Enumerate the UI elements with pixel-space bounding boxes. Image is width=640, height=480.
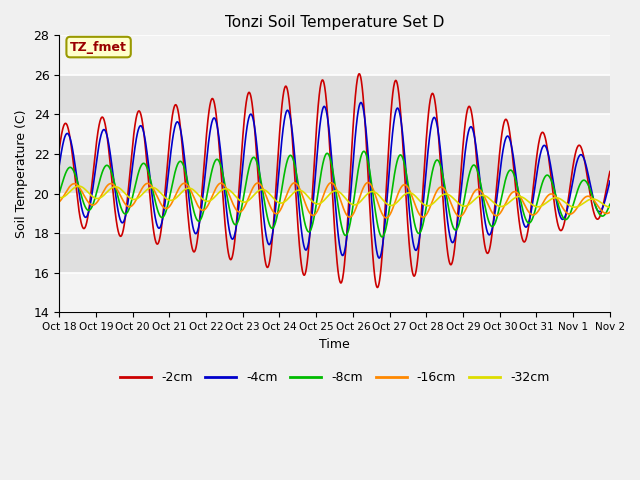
-4cm [490,220,497,226]
-2cm [490,218,497,224]
-16cm [382,215,390,221]
-16cm [606,209,614,215]
Legend: -2cm, -4cm, -8cm, -16cm, -32cm: -2cm, -4cm, -8cm, -16cm, -32cm [115,366,554,389]
-8cm [55,191,63,196]
-4cm [323,111,331,117]
-8cm [490,223,497,229]
-2cm [591,212,598,217]
-4cm [55,163,63,169]
-4cm [606,178,614,184]
-32cm [323,194,331,200]
-4cm [83,213,91,218]
-2cm [374,285,381,290]
-4cm [308,208,316,214]
-2cm [308,192,316,197]
Bar [59,75,610,115]
-8cm [323,150,331,156]
-2cm [590,211,598,217]
-32cm [590,196,598,202]
-16cm [55,199,63,205]
-4cm [590,199,598,205]
-2cm [606,168,614,174]
-16cm [308,213,316,218]
-32cm [606,204,614,210]
-8cm [591,200,598,205]
-32cm [590,196,598,202]
Title: Tonzi Soil Temperature Set D: Tonzi Soil Temperature Set D [225,15,444,30]
Line: -16cm: -16cm [59,182,610,218]
-8cm [590,199,598,205]
-16cm [323,184,331,190]
Bar [59,36,610,75]
-2cm [323,105,331,111]
-32cm [489,199,497,205]
-2cm [83,217,91,223]
Line: -32cm: -32cm [59,186,610,207]
-4cm [376,255,383,261]
-16cm [591,198,598,204]
-32cm [55,194,63,200]
-8cm [308,222,316,228]
-8cm [83,207,91,213]
-16cm [590,198,598,204]
-32cm [309,199,317,204]
Line: -8cm: -8cm [59,151,610,237]
Bar [59,233,610,273]
Bar [59,154,610,193]
-8cm [378,234,386,240]
Bar [59,273,610,312]
-4cm [357,100,365,106]
Line: -2cm: -2cm [59,74,610,288]
Y-axis label: Soil Temperature (C): Soil Temperature (C) [15,109,28,238]
-16cm [83,198,91,204]
-16cm [490,211,497,217]
-32cm [75,183,83,189]
-2cm [55,147,63,153]
-4cm [591,200,598,206]
Bar [59,115,610,154]
Text: TZ_fmet: TZ_fmet [70,41,127,54]
-8cm [606,202,614,207]
-8cm [360,148,368,154]
-16cm [364,180,372,185]
Bar [59,193,610,233]
-32cm [84,189,92,194]
-2cm [355,71,363,77]
X-axis label: Time: Time [319,337,350,351]
Line: -4cm: -4cm [59,103,610,258]
